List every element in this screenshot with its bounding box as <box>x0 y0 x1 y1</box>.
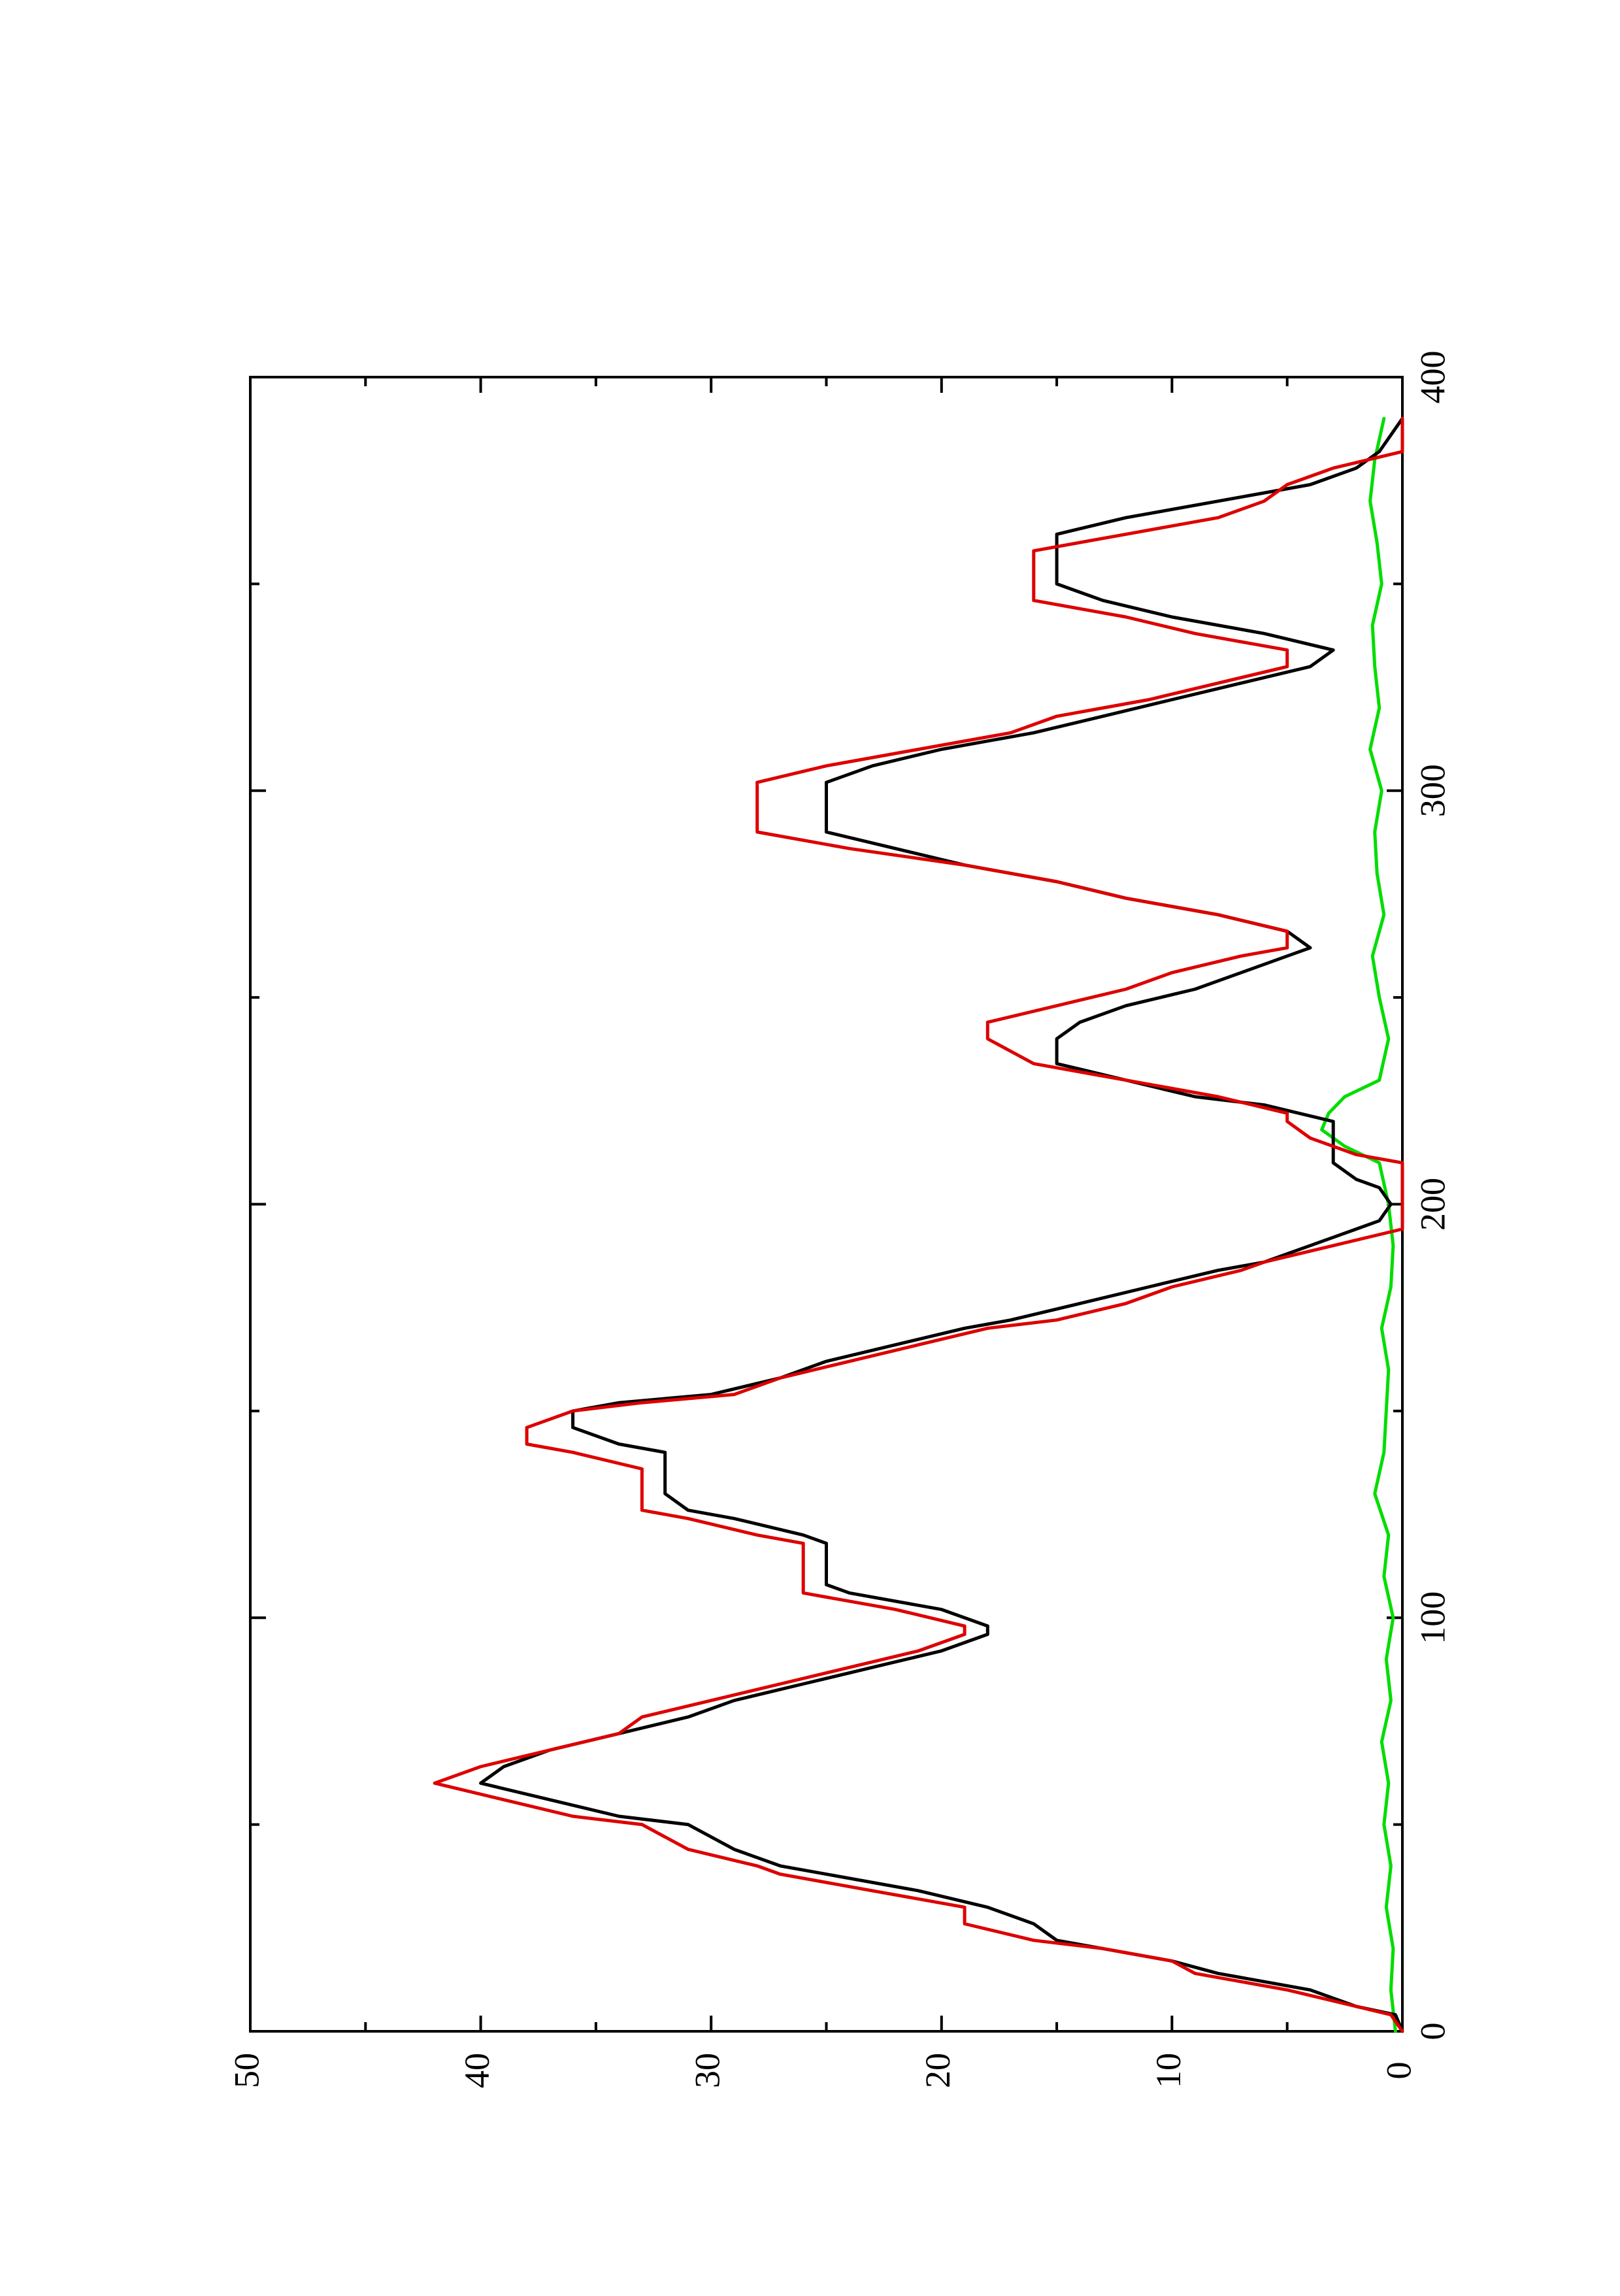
x-tick-label: 100 <box>1413 1591 1452 1644</box>
y-tick-label: 10 <box>1149 2053 1188 2088</box>
plot-frame <box>249 376 1404 2033</box>
y-tick-label: 30 <box>688 2053 727 2088</box>
x-tick-label: 400 <box>1413 351 1452 404</box>
plot-area: 0 100 200 300 400 0 10 20 30 40 50 <box>227 351 1452 2089</box>
y-tick-label: 20 <box>918 2053 957 2088</box>
x-tick-label: 0 <box>1413 2023 1452 2040</box>
y-tick-label: 0 <box>1379 2062 1418 2080</box>
green-series-line <box>1320 416 1397 2033</box>
red-series-line <box>433 416 1404 2033</box>
x-tick-label: 300 <box>1413 764 1452 817</box>
y-tick-label: 40 <box>457 2053 497 2088</box>
x-tick-label: 200 <box>1413 1178 1452 1231</box>
y-tick-label: 50 <box>227 2053 266 2088</box>
black-series-line <box>479 416 1404 2033</box>
